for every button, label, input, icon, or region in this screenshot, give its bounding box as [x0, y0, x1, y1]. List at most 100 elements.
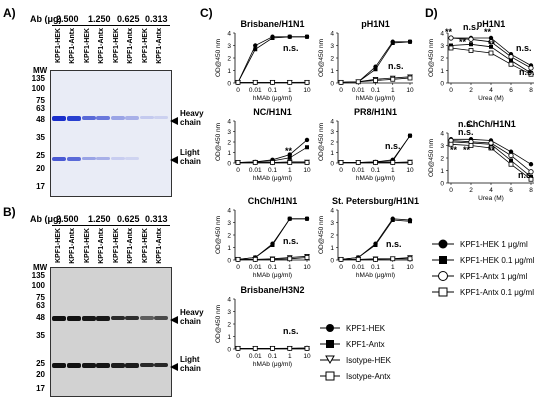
x-tick-label: 0.01: [352, 264, 365, 271]
data-point: [304, 345, 310, 351]
data-point: [236, 80, 240, 85]
elisa-chart: pH1N1 0 1 2 3 4 0 2 4 6 8 Urea (M) OD@450 nm ** n.s. **…: [428, 19, 535, 102]
x-tick-label: 10: [303, 353, 311, 360]
data-point: [489, 142, 493, 147]
data-point: [270, 256, 275, 262]
data-point: [469, 141, 473, 145]
data-point: [235, 79, 241, 85]
data-point: [488, 138, 494, 143]
x-tick-label: 0.1: [268, 264, 277, 271]
elisa-chart: PR8/H1N1 0 1 2 3 4 0 0.01 0.1 1 10 hMAb (μg/ml) OD@4…: [318, 107, 414, 182]
data-point: [270, 243, 275, 247]
data-point: [338, 160, 344, 165]
data-point: [286, 80, 293, 86]
data-point: [287, 160, 293, 165]
data-point: [338, 160, 344, 166]
lane-label: KPF1-Antx: [98, 28, 105, 64]
data-point: [528, 63, 534, 68]
y-tick-label: 1: [330, 245, 334, 252]
mw-marker: 25: [36, 359, 45, 368]
series-line: [238, 255, 308, 260]
data-point: [488, 140, 494, 146]
data-point: [389, 75, 396, 81]
data-point: [235, 80, 241, 85]
x-tick-label: 0: [339, 87, 343, 94]
mw-marker: 75: [36, 96, 45, 105]
legend-d-item: KPF1-HEK 1 μg/ml: [432, 239, 528, 249]
lane-label: KPF1-HEK: [142, 28, 149, 64]
conc-label: 0.625: [117, 214, 140, 224]
chart-title: Brisbane/H1N1: [240, 19, 304, 29]
y-axis-label: OD@450 nm: [215, 39, 222, 77]
chart-title: St. Petersburg/H1N1: [332, 196, 419, 206]
data-point: [338, 257, 344, 262]
mw-marker: 75: [36, 293, 45, 302]
x-tick-label: 1: [391, 87, 395, 94]
data-point: [287, 345, 293, 351]
mw-marker: 135: [31, 74, 45, 83]
legend-c-item: KPF1-HEK: [320, 324, 386, 333]
data-point: [390, 158, 395, 163]
y-tick-label: 4: [227, 208, 231, 215]
y-tick-label: 2: [227, 56, 231, 63]
x-tick-label: 0: [236, 167, 240, 174]
data-point: [508, 54, 514, 60]
data-point: [390, 39, 395, 44]
significance-label: n.s.: [516, 43, 532, 53]
panel-a-label: A): [3, 6, 16, 20]
mw-marker: 48: [36, 115, 45, 124]
data-point: [468, 48, 474, 53]
legend-c-label: Isotype-Antx: [346, 372, 390, 381]
y-tick-label: 1: [227, 150, 231, 157]
lane-label: KPF1-HEK: [113, 228, 120, 264]
x-tick-label: 0.01: [352, 167, 365, 174]
y-tick-label: 4: [227, 119, 231, 126]
data-point: [448, 137, 454, 142]
data-point: [304, 80, 310, 86]
conc-label: 2.500: [56, 214, 79, 224]
data-point: [235, 256, 241, 262]
ab-title: Ab (μg): [30, 214, 62, 224]
data-point: [373, 78, 378, 83]
data-point: [338, 79, 344, 85]
coomassie-gel: [50, 70, 172, 197]
legend-d-label: KPF1-Antx 1 μg/ml: [460, 272, 528, 281]
significance-label: n.s.: [386, 239, 402, 249]
significance-label: n.s.: [463, 22, 479, 32]
data-point: [356, 255, 361, 260]
legend-d-item: KPF1-HEK 0.1 μg/ml: [432, 256, 535, 265]
y-axis-label: OD@450 nm: [428, 139, 435, 177]
data-point: [287, 346, 292, 351]
conc-label: 2.500: [56, 14, 79, 24]
legend-d-label: KPF1-HEK 0.1 μg/ml: [460, 256, 535, 265]
data-point: [304, 254, 310, 260]
data-point: [252, 345, 258, 351]
data-point: [305, 346, 309, 351]
data-point: [408, 133, 412, 138]
data-point: [286, 159, 293, 165]
data-point: [252, 160, 258, 165]
mw-marker: 63: [36, 104, 45, 113]
elisa-chart: NC/H1N1 0 1 2 3 4 0 0.01 0.1 1 10 hMAb (μg/ml) OD@45…: [215, 107, 311, 182]
y-axis-label: OD@450 nm: [318, 216, 325, 254]
data-point: [305, 216, 309, 221]
data-point: [508, 149, 514, 154]
elisa-chart: St. Petersburg/H1N1 0 1 2 3 4 0 0.01 0.1 1 10 hMAb …: [318, 196, 419, 279]
significance-label: **: [459, 37, 467, 47]
data-point: [270, 157, 275, 163]
series-line: [237, 218, 307, 260]
series-line: [237, 36, 307, 83]
data-point: [356, 255, 361, 260]
y-tick-label: 0: [330, 81, 334, 88]
western-blot: [50, 267, 172, 397]
y-tick-label: 3: [330, 43, 334, 50]
y-tick-label: 2: [330, 56, 334, 63]
chart-title: pH1N1: [477, 19, 506, 29]
legend-d-item: KPF1-Antx 1 μg/ml: [432, 271, 528, 281]
conc-label: 1.250: [88, 214, 111, 224]
data-point: [488, 35, 494, 41]
panel-b-label: B): [3, 205, 16, 219]
y-tick-label: 4: [330, 31, 334, 38]
mw-marker: 135: [31, 271, 45, 280]
data-point: [355, 256, 361, 262]
